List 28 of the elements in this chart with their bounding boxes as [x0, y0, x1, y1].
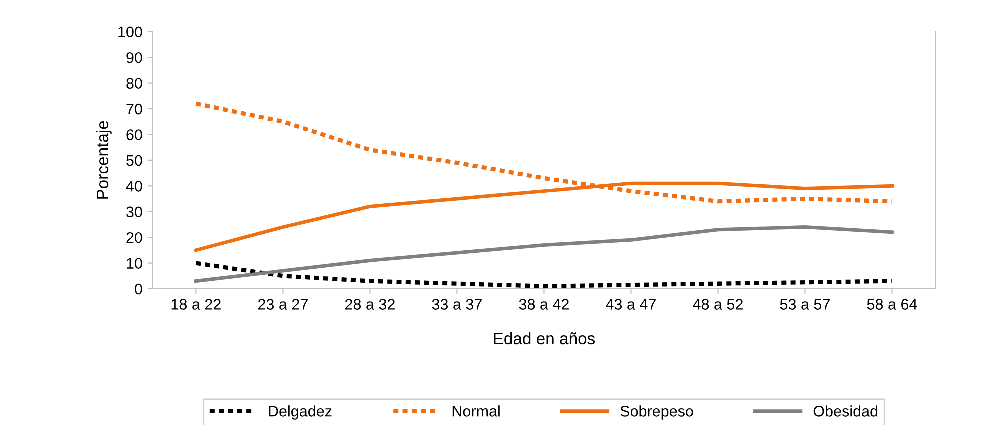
x-tick-label: 53 a 57 [780, 299, 830, 310]
y-axis-title: Porcentaje [96, 121, 112, 199]
line-series [194, 261, 894, 289]
x-tick-label: 18 a 22 [172, 299, 221, 310]
y-tick-label: 50 [126, 155, 142, 166]
x-tick-label: 33 a 37 [432, 299, 482, 310]
y-tick-label: 60 [126, 130, 142, 140]
y-tick-label: 10 [127, 258, 142, 269]
legend-label: Delgadez [269, 406, 332, 420]
legend-label: Normal [452, 406, 500, 417]
line-series [194, 226, 894, 284]
x-tick-label: 58 a 64 [867, 299, 918, 310]
x-tick-label: 38 a 42 [519, 299, 569, 310]
x-axis-title: Edad en años [494, 332, 596, 345]
legend-label: Obesidad [814, 406, 878, 417]
x-tick-label: 48 a 52 [693, 299, 743, 310]
y-tick-label: 70 [126, 104, 142, 115]
x-tick-label: 43 a 47 [606, 299, 656, 310]
y-tick-label: 80 [126, 78, 142, 89]
y-tick-label: 100 [118, 26, 142, 38]
y-tick-label: 30 [126, 206, 142, 218]
legend-label: Sobrepeso [620, 406, 694, 420]
y-tick-label: 90 [126, 52, 142, 64]
y-tick-label: 20 [126, 232, 142, 244]
x-tick-label: 23 a 27 [258, 299, 308, 310]
x-tick-label: 28 a 32 [345, 299, 395, 310]
y-tick-label: 40 [126, 181, 142, 192]
y-tick-label: 0 [135, 284, 142, 295]
